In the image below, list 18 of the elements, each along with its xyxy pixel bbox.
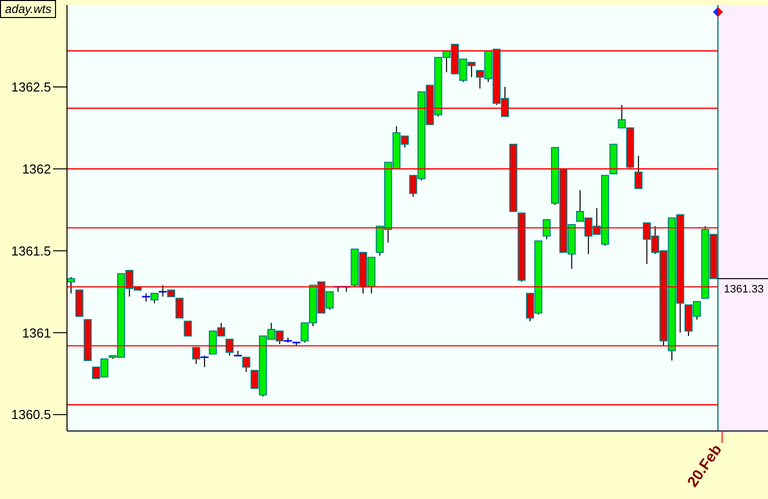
chart-title: aday.wts bbox=[0, 0, 56, 18]
y-tick-label: 1360.5 bbox=[11, 407, 51, 422]
candlestick bbox=[226, 338, 234, 356]
candlestick bbox=[200, 355, 210, 368]
y-tick-label: 1361.5 bbox=[11, 243, 51, 258]
y-tick-label: 1362 bbox=[22, 161, 51, 176]
candlestick bbox=[233, 350, 243, 356]
y-tick-label: 1361 bbox=[22, 325, 51, 340]
candlestick bbox=[184, 320, 192, 336]
candlestick bbox=[542, 219, 551, 240]
candlestick bbox=[634, 155, 642, 190]
candlestick bbox=[242, 356, 250, 373]
candlestick bbox=[175, 298, 184, 318]
candlestick bbox=[158, 284, 168, 298]
ref-line-label: 1361.33 bbox=[724, 284, 764, 296]
candlestick bbox=[150, 292, 158, 304]
candlestick bbox=[192, 346, 200, 364]
y-tick-label: 1362.5 bbox=[11, 80, 51, 95]
